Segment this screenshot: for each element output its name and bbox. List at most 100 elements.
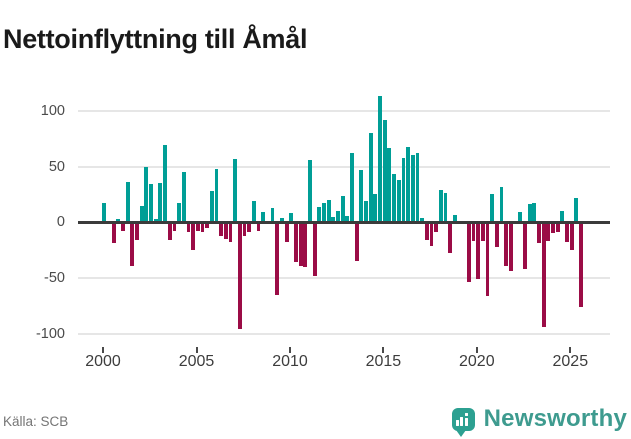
bar-quarter-85 [499, 186, 504, 223]
bar-quarter-27 [228, 222, 233, 243]
bar-quarter-53 [350, 153, 354, 223]
bar-quarter-93 [537, 222, 541, 244]
bar-quarter-50 [336, 211, 340, 223]
bar-quarter-44 [308, 159, 312, 223]
bar-quarter-89 [518, 212, 523, 223]
bar-quarter-72 [438, 190, 443, 223]
bar-quarter-83 [490, 194, 495, 223]
bar-quarter-99 [565, 222, 569, 243]
bar-quarter-0 [102, 203, 107, 223]
bar-quarter-39 [284, 222, 289, 243]
source-label: Källa: SCB [3, 414, 69, 429]
bar-quarter-37 [275, 222, 280, 295]
bar-quarter-6 [130, 222, 135, 266]
bar-quarter-4 [121, 222, 125, 232]
y-gridline [78, 276, 610, 279]
bar-quarter-54 [354, 222, 359, 262]
y-gridline [78, 332, 610, 335]
bar-quarter-3 [116, 218, 121, 223]
bar-quarter-23 [209, 191, 214, 223]
bar-quarter-92 [532, 203, 537, 223]
chart-title: Nettoinflyttning till Åmål [3, 24, 308, 55]
x-tick-label: 2025 [552, 353, 589, 370]
bar-quarter-30 [242, 222, 247, 236]
bar-quarter-52 [345, 215, 350, 223]
x-tick-label: 2010 [272, 353, 308, 370]
bar-quarter-9 [144, 166, 149, 223]
bubble-tail [455, 429, 466, 437]
bar-quarter-56 [364, 201, 368, 223]
bar-quarter-102 [579, 222, 583, 307]
bar-quarter-67 [415, 153, 420, 223]
bar-quarter-100 [569, 222, 574, 251]
x-tick-mark [382, 347, 385, 353]
newsworthy-logo[interactable]: Newsworthy [451, 402, 627, 437]
bar-quarter-32 [251, 201, 256, 223]
bar-quarter-74 [448, 222, 453, 254]
x-tick-mark [569, 347, 572, 353]
x-tick-mark [289, 347, 291, 353]
bar-quarter-90 [523, 222, 527, 270]
bar-quarter-71 [434, 222, 439, 233]
bar-quarter-34 [261, 212, 266, 223]
x-tick-label: 2000 [85, 353, 121, 370]
x-tick-label: 2005 [178, 353, 215, 370]
bar-quarter-60 [382, 119, 387, 223]
x-axis-line [78, 221, 610, 224]
x-tick-mark [195, 347, 198, 353]
bar-quarter-78 [466, 222, 471, 283]
y-tick-label: -50 [44, 269, 65, 286]
bar-quarter-97 [555, 222, 560, 233]
bar-quarter-43 [303, 222, 308, 267]
newsworthy-bubble-icon [451, 407, 475, 437]
bar-quarter-68 [420, 217, 425, 223]
bar-quarter-82 [485, 222, 490, 296]
bar-quarter-58 [373, 194, 378, 223]
y-tick-label: 100 [40, 102, 65, 119]
bar-quarter-51 [340, 195, 345, 223]
bar-quarter-62 [392, 174, 396, 223]
bar-quarter-14 [167, 222, 172, 241]
bar-quarter-21 [200, 222, 205, 233]
bar-quarter-79 [471, 222, 476, 242]
bar-quarter-98 [560, 211, 565, 223]
x-tick-label: 2020 [459, 353, 495, 370]
bar-quarter-12 [158, 183, 163, 223]
bar-quarter-24 [214, 168, 219, 223]
y-tick-label: 50 [48, 158, 65, 175]
bar-quarter-28 [233, 158, 238, 223]
bar-quarter-11 [153, 218, 158, 223]
bar-quarter-94 [541, 222, 546, 327]
bar-quarter-95 [546, 222, 551, 242]
bar-quarter-33 [256, 222, 261, 232]
bar-quarter-86 [504, 222, 509, 266]
x-tick-label: 2015 [365, 353, 402, 370]
bar-quarter-36 [270, 207, 275, 223]
x-tick-mark [102, 347, 104, 353]
bar-quarter-101 [574, 197, 579, 223]
bar-quarter-48 [326, 200, 331, 223]
y-gridline [78, 165, 610, 168]
bar-quarter-18 [186, 222, 191, 233]
bar-quarter-64 [401, 157, 406, 223]
bar-quarter-17 [181, 172, 186, 223]
bar-quarter-22 [205, 222, 210, 228]
bar-quarter-66 [410, 155, 415, 223]
bar-quarter-41 [294, 222, 298, 263]
bar-quarter-46 [317, 206, 322, 223]
bar-quarter-20 [195, 222, 200, 232]
bar-quarter-70 [429, 222, 434, 246]
bar-quarter-81 [480, 222, 485, 242]
bar-quarter-15 [172, 222, 177, 232]
bar-quarter-57 [368, 133, 373, 223]
bar-quarter-29 [237, 222, 242, 330]
bar-quarter-45 [312, 222, 317, 276]
bar-quarter-61 [387, 147, 392, 223]
plot-area: 100 50 0 -50 -100 [36, 96, 610, 342]
bar-quarter-25 [219, 222, 224, 236]
bar-quarter-69 [424, 222, 429, 241]
bar-quarter-65 [406, 146, 411, 223]
bar-quarter-19 [191, 222, 196, 251]
bar-quarter-87 [508, 222, 513, 272]
